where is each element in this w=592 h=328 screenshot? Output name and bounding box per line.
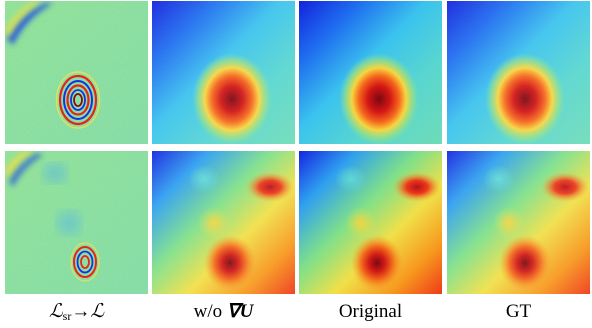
panel-row1-original	[299, 1, 442, 144]
panel-row2-gt	[447, 151, 590, 294]
panel-row1-gt	[447, 1, 590, 144]
heatmap-original-row2	[299, 151, 442, 294]
caption-target: ℒ	[90, 301, 105, 322]
column-captions: ℒsr→ℒ w/o ∇U Original GT	[0, 296, 592, 328]
caption-subscript: sr	[62, 309, 72, 323]
caption-wo-grad-u: w/o ∇U	[152, 300, 295, 324]
heatmap-original-row1	[299, 1, 442, 144]
heatmap-gt-row1	[447, 1, 590, 144]
panel-row2-wo-grad-u	[152, 151, 295, 294]
caption-gt: GT	[505, 301, 532, 322]
caption-error-map: ℒsr→ℒ	[5, 300, 148, 328]
panel-row2-error-map	[5, 151, 148, 294]
heatmap-error-row2	[5, 151, 148, 294]
heatmap-wo-grad-u-row2	[152, 151, 295, 294]
panel-row1-error-map	[5, 1, 148, 144]
caption-arrow: →	[71, 301, 91, 322]
heatmap-error-row1	[5, 1, 148, 144]
caption-prefix: w/o	[193, 301, 227, 322]
panel-row1-wo-grad-u	[152, 1, 295, 144]
panel-row2-original	[299, 151, 442, 294]
caption-original: Original	[338, 301, 403, 322]
caption-grad-u-symbol: ∇U	[226, 301, 254, 322]
caption-symbol: ℒ	[48, 301, 63, 322]
heatmap-gt-row2	[447, 151, 590, 294]
heatmap-wo-grad-u-row1	[152, 1, 295, 144]
